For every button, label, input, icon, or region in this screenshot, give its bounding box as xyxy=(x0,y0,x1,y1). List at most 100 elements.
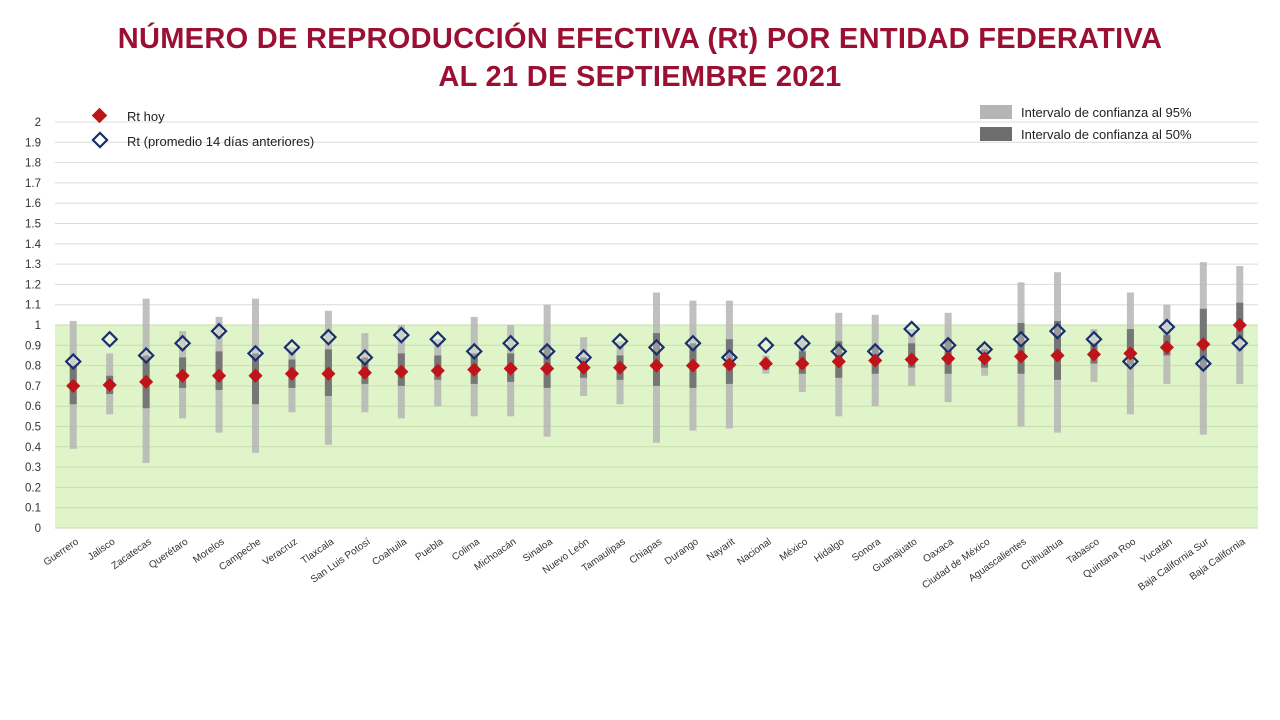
y-tick-label: 0 xyxy=(35,523,41,535)
y-tick-label: 1.8 xyxy=(25,158,41,170)
rt-avg-marker xyxy=(866,342,884,361)
y-tick-label: 0.2 xyxy=(25,482,41,494)
y-tick-label: 0.6 xyxy=(25,401,41,413)
x-tick-label: Campeche xyxy=(217,536,263,573)
rt-today-marker xyxy=(284,366,300,381)
rt-today-marker xyxy=(831,354,846,369)
x-tick-label: Hidalgo xyxy=(812,536,846,565)
rt-today-marker xyxy=(1086,347,1102,362)
y-tick-label: 1.4 xyxy=(25,239,42,251)
rt-today-marker xyxy=(540,361,555,376)
legend-left: Rt hoy Rt (promedio 14 días anteriores) xyxy=(91,107,314,149)
rt-today-marker xyxy=(102,377,117,392)
rt-avg-marker xyxy=(1231,334,1249,352)
rt-avg-marker xyxy=(538,342,556,361)
rt-today-marker xyxy=(685,358,701,373)
rt-avg-marker xyxy=(319,328,338,346)
rt-today-marker xyxy=(175,368,190,383)
rt-avg-marker xyxy=(356,348,374,367)
rt-avg-marker xyxy=(1012,330,1030,348)
rt-today-marker xyxy=(977,351,992,366)
rt-avg-marker xyxy=(720,348,739,367)
rt-avg-marker xyxy=(101,330,119,348)
rt-avg-marker xyxy=(502,334,520,352)
x-tick-label: Veracruz xyxy=(261,536,300,568)
legend-rt-avg-marker xyxy=(91,131,109,149)
rt-today-marker xyxy=(503,361,518,376)
rt-avg-marker xyxy=(574,348,593,367)
y-tick-label: 1.6 xyxy=(25,198,41,210)
y-axis: 0 0.1 0.2 0.3 0.4 0.5 0.6 0.7 0.8 0.9 1 1.1 1.2 1.3 1.… xyxy=(25,117,42,535)
y-tick-label: 1.9 xyxy=(25,137,41,149)
x-tick-label: Coahuila xyxy=(370,536,409,568)
y-tick-label: 0.5 xyxy=(25,422,41,434)
y-tick-label: 0.4 xyxy=(25,442,42,454)
rt-avg-marker xyxy=(1048,322,1067,340)
x-tick-label: Puebla xyxy=(414,536,446,563)
legend-rt-avg-label: Rt (promedio 14 días anteriores) xyxy=(127,134,314,149)
rt-avg-marker xyxy=(246,344,265,363)
rt-today-marker xyxy=(321,366,336,381)
rt-today-marker xyxy=(868,353,883,368)
rt-today-marker xyxy=(467,362,482,377)
legend-rt-today-marker xyxy=(91,107,108,124)
y-tick-label: 1.1 xyxy=(25,300,41,312)
y-tick-label: 1 xyxy=(35,320,41,332)
rt-avg-marker xyxy=(611,332,629,350)
legend-ci95-label: Intervalo de confianza al 95% xyxy=(1021,105,1192,120)
rt-today-marker xyxy=(941,351,956,366)
chart-title: NÚMERO DE REPRODUCCIÓN EFECTIVA (Rt) POR… xyxy=(0,20,1280,96)
x-tick-label: Jalisco xyxy=(86,536,118,563)
chart-title-line1: NÚMERO DE REPRODUCCIÓN EFECTIVA (Rt) POR… xyxy=(117,23,1163,55)
rt-today-marker xyxy=(612,360,628,375)
x-tick-label: Chiapas xyxy=(628,536,664,566)
rt-today-marker xyxy=(795,356,810,371)
rt-avg-marker xyxy=(939,336,957,354)
rt-today-marker xyxy=(211,368,227,383)
rt-today-marker xyxy=(357,365,372,380)
y-tick-label: 1.5 xyxy=(25,219,41,231)
x-tick-label: Durango xyxy=(663,536,701,567)
rt-today-marker xyxy=(394,364,409,379)
x-tick-label: Chihuahua xyxy=(1019,536,1065,573)
rt-avg-marker xyxy=(64,352,82,371)
rt-avg-marker xyxy=(830,342,848,361)
rt-avg-marker xyxy=(1158,318,1176,336)
rt-avg-marker xyxy=(173,334,192,352)
rt-today-marker xyxy=(248,368,263,383)
x-tick-label: Guerrero xyxy=(42,536,81,568)
rt-today-marker xyxy=(430,363,445,378)
rt-today-marker xyxy=(139,374,154,389)
rt-avg-marker xyxy=(975,340,994,358)
rt-today-marker xyxy=(1159,340,1174,355)
rt-today-marker xyxy=(758,356,773,371)
rt-avg-marker xyxy=(137,346,155,365)
rt-avg-marker xyxy=(684,334,702,352)
ci50-bar xyxy=(1017,322,1025,374)
chart-title-line2: AL 21 DE SEPTIEMBRE 2021 xyxy=(438,61,842,93)
rt-today-marker xyxy=(1123,346,1138,361)
rt-avg-marker xyxy=(283,338,301,356)
y-tick-label: 1.2 xyxy=(25,279,41,291)
legend-rt-today-label: Rt hoy xyxy=(127,109,165,124)
rt-avg-marker xyxy=(1194,354,1212,373)
y-tick-label: 0.9 xyxy=(25,340,41,352)
x-tick-label: Nacional xyxy=(735,536,773,567)
x-tick-label: Nayarit xyxy=(705,536,737,563)
rt-avg-marker xyxy=(1085,330,1103,348)
legend-ci50-label: Intervalo de confianza al 50% xyxy=(1021,127,1192,142)
x-tick-label: México xyxy=(778,536,811,563)
y-tick-label: 1.3 xyxy=(25,259,41,271)
rt-avg-marker xyxy=(793,334,811,352)
rt-today-marker xyxy=(1232,317,1247,333)
x-tick-label: Colima xyxy=(450,536,482,563)
y-tick-label: 0.3 xyxy=(25,462,41,474)
rt-avg-marker xyxy=(429,330,447,348)
x-tick-label: Querétaro xyxy=(147,536,191,571)
legend-ci95-swatch xyxy=(980,105,1012,119)
rt-avg-marker xyxy=(392,326,410,344)
y-tick-label: 0.7 xyxy=(25,381,41,393)
rt-avg-marker xyxy=(757,336,775,354)
